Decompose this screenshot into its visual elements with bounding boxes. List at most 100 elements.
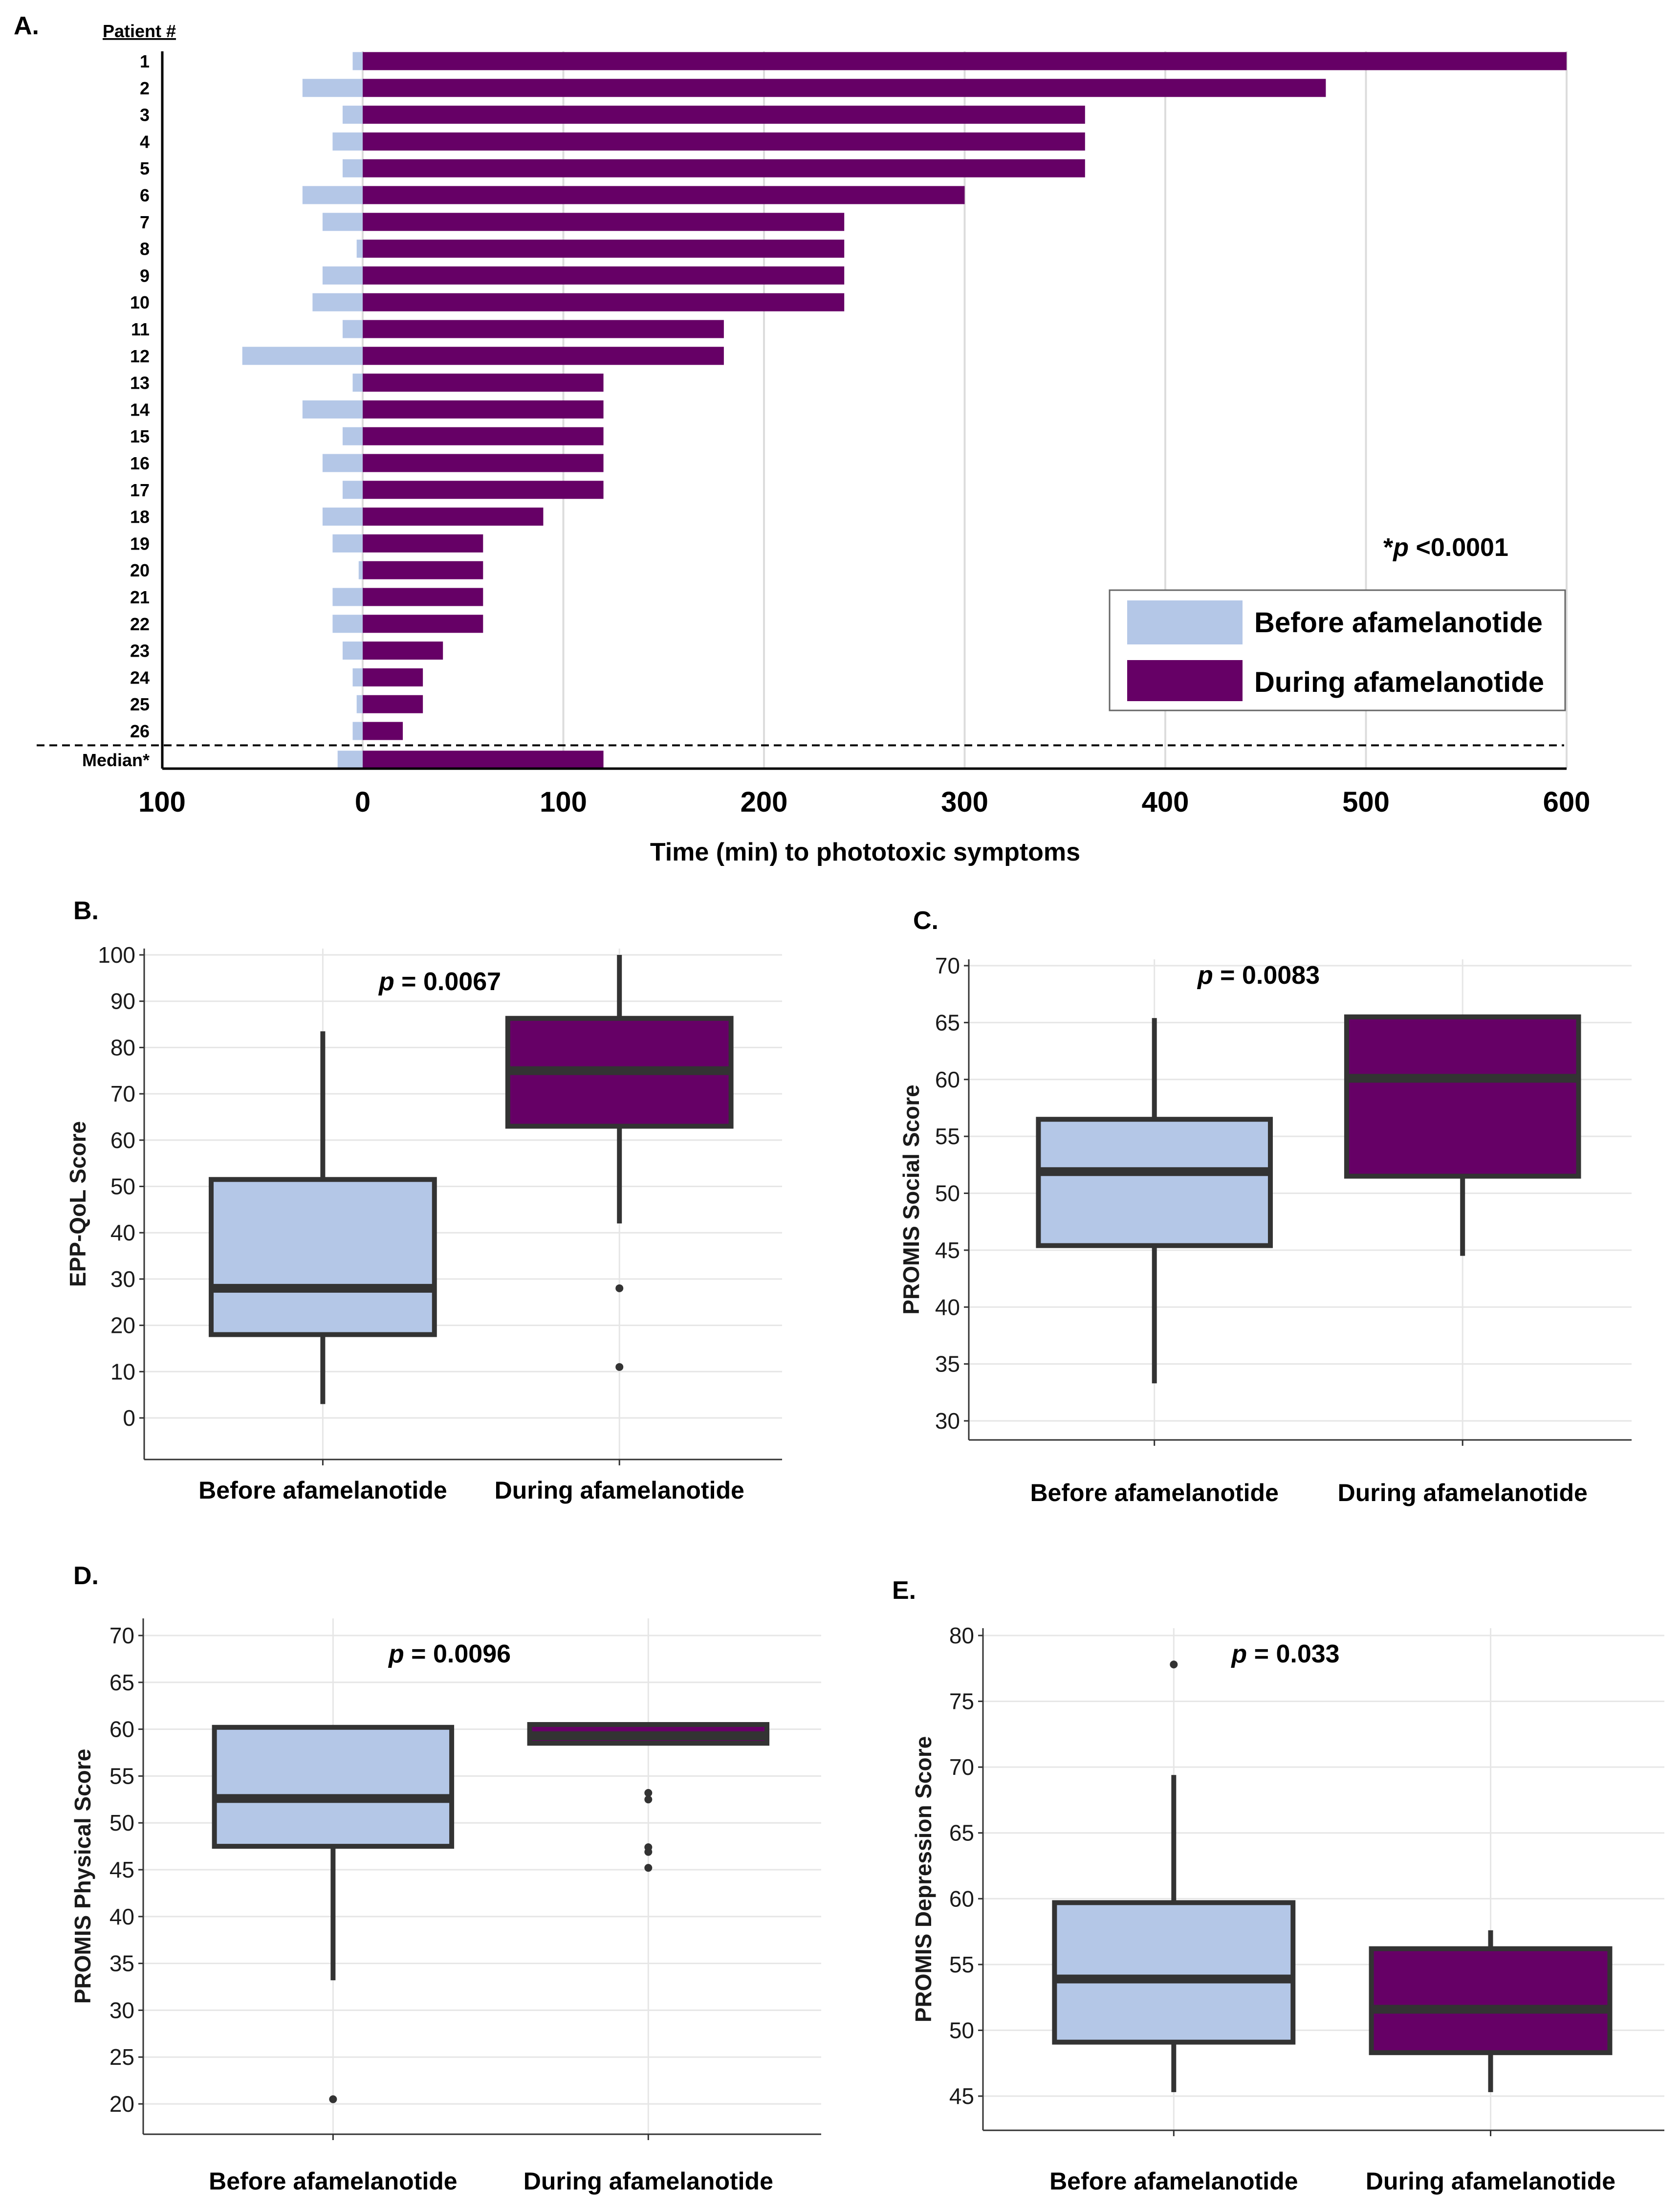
legend-label-during: During afamelanotide <box>1254 666 1544 698</box>
bar-before <box>356 695 363 713</box>
panel-b: B. 0 10 20 30 40 50 60 70 80 90 100 EPP-QoL Score Bef… <box>65 897 782 1504</box>
box-before <box>1052 1660 1296 2092</box>
outlier-point <box>644 1795 653 1804</box>
bar-before <box>302 400 363 419</box>
bar-during <box>363 293 845 311</box>
y-tick-label: 100 <box>98 942 135 968</box>
bar-row: 23 <box>130 641 443 661</box>
x-tick-label: 400 <box>1142 786 1189 818</box>
panel-e: E. 45 50 55 60 65 70 75 80 PROMIS Depression Scor… <box>892 1576 1664 2195</box>
bar-row: 9 <box>140 265 845 286</box>
y-tick-label: 60 <box>110 1128 135 1153</box>
bar-before <box>322 266 363 285</box>
bar-before <box>332 534 363 553</box>
row-label: 18 <box>130 507 150 527</box>
bar-row: 20 <box>130 560 483 580</box>
p-text: = 0.0083 <box>1213 961 1320 990</box>
panel-label: C. <box>913 907 938 935</box>
bar-before <box>342 481 363 499</box>
x-tick-label: 100 <box>540 786 587 818</box>
bar-row: 18 <box>130 507 544 527</box>
y-tick-label: 65 <box>109 1670 134 1695</box>
bar-during <box>363 52 1567 70</box>
bar-before <box>342 641 363 660</box>
row-label: 8 <box>140 239 150 259</box>
box-during <box>1369 1930 1613 2092</box>
row-label: 17 <box>130 480 150 500</box>
p-symbol: p <box>388 1640 404 1668</box>
bar-during <box>363 588 483 606</box>
bar-before <box>356 240 363 258</box>
p-prefix: * <box>1383 533 1394 562</box>
box-before <box>209 1031 437 1404</box>
y-tick-label: 65 <box>935 1010 960 1035</box>
iqr-box <box>209 1177 437 1337</box>
box-before <box>1036 1018 1273 1384</box>
y-tick-label: 55 <box>949 1952 974 1977</box>
bar-during <box>363 320 724 338</box>
y-tick-label: 45 <box>949 2083 974 2109</box>
p-symbol: p <box>1197 961 1213 990</box>
bar-row: 8 <box>140 239 845 259</box>
x-axis-title: Time (min) to phototoxic symptoms <box>650 838 1080 866</box>
bar-during <box>363 400 604 419</box>
bar-before <box>352 722 363 740</box>
box-during <box>527 1722 770 1872</box>
bar-row: 10 <box>130 292 845 312</box>
row-label: Median* <box>82 750 150 770</box>
p-value-annotation: p = 0.0096 <box>388 1640 511 1668</box>
y-tick-label: 35 <box>935 1351 960 1377</box>
row-label: 25 <box>130 694 150 714</box>
legend-label-before: Before afamelanotide <box>1254 607 1543 639</box>
bar-row: 7 <box>140 212 845 232</box>
legend-swatch-during <box>1127 660 1243 701</box>
box-during <box>505 955 734 1371</box>
bar-during <box>363 615 483 633</box>
bar-before <box>332 588 363 606</box>
bar-row: 1 <box>140 51 1567 71</box>
panel-label: A. <box>14 12 39 40</box>
y-tick-label: 60 <box>109 1717 134 1742</box>
y-tick-label: 40 <box>109 1904 134 1929</box>
p-text: = 0.0096 <box>404 1640 511 1668</box>
y-tick-label: 80 <box>949 1623 974 1648</box>
y-tick-label: 50 <box>110 1174 135 1199</box>
bar-during <box>363 266 845 285</box>
legend: Before afamelanotide During afamelanotide <box>1109 589 1566 711</box>
bar-row: 15 <box>130 426 604 446</box>
bar-during <box>363 213 845 231</box>
p-symbol: p <box>1392 533 1409 562</box>
x-tick-label: 100 <box>138 786 186 818</box>
bar-during <box>363 106 1085 124</box>
p-symbol: p <box>1230 1640 1247 1668</box>
x-category-label: Before afamelanotide <box>209 2167 457 2195</box>
y-tick-label: 70 <box>109 1623 134 1648</box>
row-label: 13 <box>130 373 150 393</box>
y-tick-label: 0 <box>123 1405 135 1431</box>
bar-during <box>363 159 1085 177</box>
bar-during <box>363 427 604 445</box>
bar-row: Median* <box>82 750 604 770</box>
y-tick-label: 60 <box>935 1067 960 1092</box>
x-tick-label: 300 <box>941 786 988 818</box>
bar-during <box>363 722 403 740</box>
bar-during <box>363 508 544 526</box>
y-tick-label: 40 <box>110 1220 135 1245</box>
iqr-box <box>212 1725 455 1849</box>
y-tick-label: 30 <box>109 1997 134 2023</box>
y-tick-label: 70 <box>949 1754 974 1780</box>
y-tick-label: 70 <box>110 1081 135 1106</box>
row-label: 12 <box>130 346 150 366</box>
panel-label: E. <box>892 1576 916 1605</box>
y-tick-label: 45 <box>935 1238 960 1263</box>
bar-row: 12 <box>130 346 724 366</box>
bar-row: 13 <box>130 373 604 393</box>
row-label: 9 <box>140 265 150 286</box>
bar-before <box>352 668 363 686</box>
iqr-box <box>1369 1946 1613 2056</box>
panel-c: C. 30 35 40 45 50 55 60 65 70 PROMIS Social Score B… <box>898 907 1632 1506</box>
iqr-box <box>1052 1900 1296 2045</box>
x-category-label: Before afamelanotide <box>198 1477 447 1504</box>
y-axis-title: PROMIS Social Score <box>898 1084 924 1314</box>
iqr-box <box>1036 1117 1273 1248</box>
